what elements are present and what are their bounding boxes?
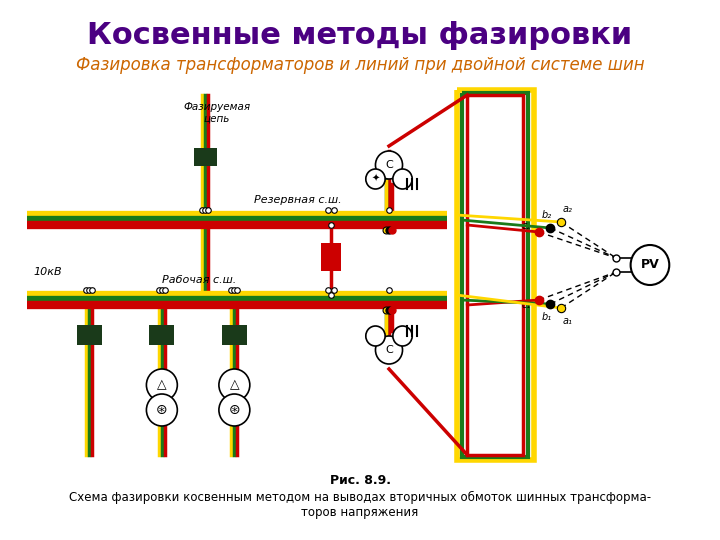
Text: Резервная с.ш.: Резервная с.ш. — [253, 195, 341, 205]
Text: b₁: b₁ — [541, 312, 552, 322]
Circle shape — [146, 369, 177, 401]
Circle shape — [375, 336, 402, 364]
Bar — [222, 325, 247, 345]
Circle shape — [219, 369, 250, 401]
Text: Фазируемая
цепь: Фазируемая цепь — [184, 102, 251, 124]
Text: c₁: c₁ — [522, 300, 531, 310]
Text: a₁: a₁ — [563, 316, 573, 326]
Text: C: C — [385, 160, 393, 170]
Text: Рабочая с.ш.: Рабочая с.ш. — [162, 275, 236, 285]
Text: Рис. 8.9.: Рис. 8.9. — [330, 474, 390, 487]
Text: b₂: b₂ — [541, 210, 552, 220]
Circle shape — [375, 151, 402, 179]
Text: Схема фазировки косвенным методом на выводах вторичных обмоток шинных трансформа: Схема фазировки косвенным методом на выв… — [69, 491, 651, 519]
Bar — [77, 325, 102, 345]
Text: Фазировка трансформаторов и линий при двойной системе шин: Фазировка трансформаторов и линий при дв… — [76, 56, 644, 74]
Text: ✦: ✦ — [372, 174, 379, 184]
Text: △: △ — [230, 379, 239, 392]
Bar — [321, 243, 341, 271]
Circle shape — [146, 394, 177, 426]
Text: ⊛: ⊛ — [228, 403, 240, 417]
Circle shape — [393, 326, 412, 346]
Circle shape — [366, 326, 385, 346]
Text: C: C — [385, 345, 393, 355]
Text: ⊛: ⊛ — [156, 403, 168, 417]
Circle shape — [366, 169, 385, 189]
Text: 10кВ: 10кВ — [33, 267, 62, 277]
Circle shape — [393, 169, 412, 189]
Bar — [149, 325, 174, 345]
Text: Косвенные методы фазировки: Косвенные методы фазировки — [87, 21, 633, 50]
Bar — [194, 148, 217, 166]
Circle shape — [631, 245, 670, 285]
Text: PV: PV — [641, 259, 660, 272]
Circle shape — [219, 394, 250, 426]
Text: c₂: c₂ — [522, 221, 531, 231]
Text: △: △ — [157, 379, 167, 392]
Text: a₂: a₂ — [563, 204, 573, 214]
